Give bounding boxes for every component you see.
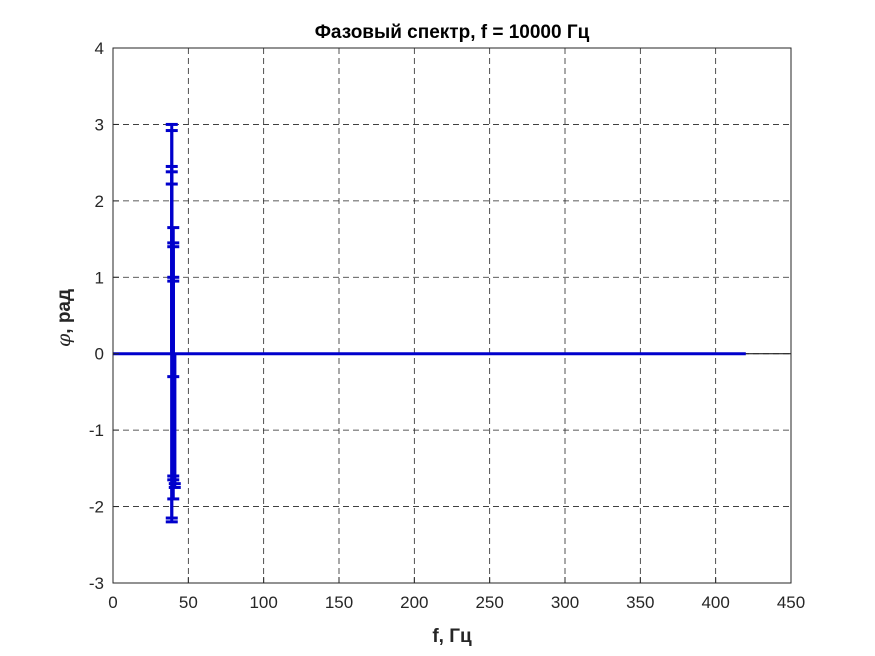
x-tick-label: 150 bbox=[325, 593, 353, 612]
x-tick-label: 350 bbox=[626, 593, 654, 612]
y-axis-symbol: φ bbox=[53, 333, 75, 347]
chart-title: Фазовый спектр, f = 10000 Гц bbox=[315, 22, 590, 43]
x-tick-label: 0 bbox=[108, 593, 117, 612]
y-tick-label: -1 bbox=[89, 421, 104, 440]
y-axis-unit: , рад bbox=[54, 289, 75, 334]
ticks: 0 50 100 150 200 250 300 350 400 450 -3 -2 -1 0 1 2 3 4 bbox=[89, 39, 805, 612]
y-axis-title: φ, рад bbox=[53, 289, 75, 347]
y-tick-label: 3 bbox=[95, 115, 104, 134]
plot-area bbox=[113, 48, 791, 583]
y-tick-label: -2 bbox=[89, 498, 104, 517]
series-phase bbox=[113, 122, 791, 524]
axes-box bbox=[112, 47, 792, 584]
x-tick-label: 300 bbox=[551, 593, 579, 612]
x-tick-label: 450 bbox=[777, 593, 805, 612]
x-axis-title: f, Гц bbox=[432, 626, 472, 647]
x-tick-label: 50 bbox=[179, 593, 198, 612]
y-tick-label: 2 bbox=[95, 192, 104, 211]
y-tick-label: 1 bbox=[95, 268, 104, 287]
y-tick-label: -3 bbox=[89, 574, 104, 593]
x-tick-label: 100 bbox=[249, 593, 277, 612]
x-tick-label: 200 bbox=[400, 593, 428, 612]
y-tick-label: 0 bbox=[95, 345, 104, 364]
y-tick-label: 4 bbox=[95, 39, 104, 58]
x-tick-label: 400 bbox=[701, 593, 729, 612]
x-tick-label: 250 bbox=[475, 593, 503, 612]
